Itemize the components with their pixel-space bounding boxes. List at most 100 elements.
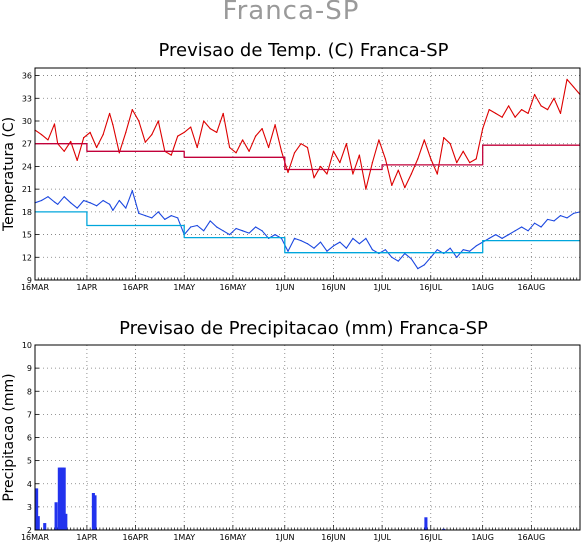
data-point-tmax bbox=[293, 152, 296, 154]
x-tick-label: 1AUG bbox=[471, 533, 494, 542]
data-point-tmin bbox=[229, 233, 231, 236]
data-point-tmin bbox=[436, 249, 438, 251]
data-point-tmax bbox=[430, 158, 432, 160]
data-point-tmin bbox=[274, 233, 276, 236]
data-point-tmin bbox=[254, 226, 257, 228]
precipitation-chart: Previsao de Precipitacao (mm) Franca-SP P… bbox=[1, 318, 581, 542]
data-point-tmax bbox=[222, 112, 224, 115]
y-tick-label: 21 bbox=[22, 185, 32, 194]
data-point-tmax bbox=[89, 131, 91, 133]
data-point-tmax bbox=[254, 135, 257, 137]
data-point-tmin bbox=[242, 230, 244, 232]
data-point-tmin bbox=[572, 212, 575, 214]
data-point-tmax bbox=[112, 124, 114, 126]
data-point-tmin bbox=[222, 230, 224, 232]
data-point-tmin bbox=[118, 199, 120, 202]
precip-bar bbox=[59, 467, 63, 530]
data-point-tmax bbox=[125, 131, 127, 133]
data-point-tmax bbox=[96, 146, 98, 149]
data-point-tmax bbox=[462, 150, 464, 152]
y-tick-label: 30 bbox=[22, 117, 32, 126]
data-point-tmin bbox=[112, 209, 114, 211]
precip-bar bbox=[54, 502, 58, 530]
data-point-tmax bbox=[138, 120, 140, 122]
y-tick-label: 27 bbox=[22, 140, 32, 149]
precip-bar bbox=[35, 488, 39, 530]
data-point-tmax bbox=[443, 137, 445, 139]
precip-bar bbox=[61, 467, 65, 530]
data-point-tmax bbox=[404, 187, 406, 189]
y-tick-label: 3 bbox=[27, 503, 32, 512]
y-tick-label: 9 bbox=[27, 276, 32, 285]
x-tick-label: 16APR bbox=[123, 283, 149, 292]
data-point-tmin bbox=[469, 250, 471, 252]
data-point-tmax bbox=[76, 159, 78, 161]
data-point-tmax bbox=[566, 78, 568, 80]
data-point-tmin bbox=[209, 220, 211, 222]
data-point-tmax bbox=[365, 188, 367, 190]
y-tick-label: 15 bbox=[22, 231, 32, 240]
data-point-tmin bbox=[371, 249, 373, 251]
data-point-tmax bbox=[540, 105, 542, 107]
data-point-tmin bbox=[125, 207, 127, 209]
data-point-tmin bbox=[326, 250, 328, 252]
data-point-tmin bbox=[546, 218, 549, 221]
precip-bar bbox=[424, 517, 428, 530]
data-point-tmin bbox=[430, 256, 432, 258]
temperature-chart: Previsao de Temp. (C) Franca-SP Temperatu… bbox=[1, 40, 581, 292]
y-tick-label: 18 bbox=[22, 208, 32, 217]
data-point-tmin bbox=[53, 201, 56, 203]
data-point-tmin bbox=[47, 196, 49, 198]
precip-bar bbox=[64, 513, 68, 530]
data-point-tmax bbox=[170, 154, 172, 156]
y-tick-label: 5 bbox=[27, 457, 32, 466]
data-point-tmax bbox=[449, 143, 451, 145]
data-point-tmax bbox=[501, 116, 503, 118]
precip-bar bbox=[93, 495, 97, 530]
precip-bar bbox=[442, 528, 446, 530]
data-point-tmin bbox=[533, 222, 536, 224]
x-tick-label: 1JUL bbox=[373, 283, 391, 292]
data-point-tmin bbox=[521, 226, 523, 228]
data-point-tmax bbox=[177, 135, 179, 137]
data-point-tmin bbox=[313, 247, 315, 249]
precip-bar bbox=[91, 493, 95, 530]
y-tick-label: 33 bbox=[22, 94, 32, 103]
data-point-tmax bbox=[482, 127, 484, 130]
data-point-tmin bbox=[196, 224, 198, 227]
chart-title: Previsao de Temp. (C) Franca-SP bbox=[159, 40, 449, 61]
x-tick-label: 16JUL bbox=[419, 283, 442, 292]
data-point-tmin bbox=[501, 237, 503, 239]
data-point-tmax bbox=[378, 139, 380, 141]
x-tick-label: 1APR bbox=[76, 283, 97, 292]
data-point-tmin bbox=[540, 226, 542, 228]
data-point-tmin bbox=[566, 217, 568, 219]
data-point-tmin bbox=[96, 205, 98, 207]
data-point-tmax bbox=[300, 143, 302, 145]
data-point-tmin bbox=[391, 256, 393, 258]
x-tick-label: 16JUN bbox=[321, 283, 345, 292]
data-point-tmax bbox=[53, 123, 56, 125]
data-point-tmin bbox=[527, 230, 529, 232]
data-point-tmin bbox=[70, 202, 72, 204]
data-point-tmax bbox=[352, 173, 354, 175]
data-point-tmin bbox=[332, 245, 335, 247]
data-point-tmin bbox=[352, 237, 354, 239]
data-point-tmax bbox=[371, 162, 373, 164]
data-point-tmax bbox=[183, 131, 185, 133]
y-axis-label: Precipitacao (mm) bbox=[1, 373, 17, 501]
data-point-tmin bbox=[495, 233, 497, 236]
y-tick-label: 8 bbox=[27, 387, 32, 396]
x-tick-label: 16APR bbox=[123, 533, 149, 542]
data-point-tmin bbox=[339, 241, 341, 243]
data-point-tmax bbox=[131, 109, 133, 111]
data-point-tmax bbox=[436, 173, 438, 175]
data-point-tmin bbox=[287, 250, 289, 252]
data-point-tmin bbox=[144, 215, 146, 217]
data-point-tmax bbox=[203, 120, 205, 122]
data-point-tmax bbox=[527, 112, 529, 115]
data-point-tmax bbox=[40, 134, 43, 136]
data-point-tmax bbox=[242, 139, 244, 141]
